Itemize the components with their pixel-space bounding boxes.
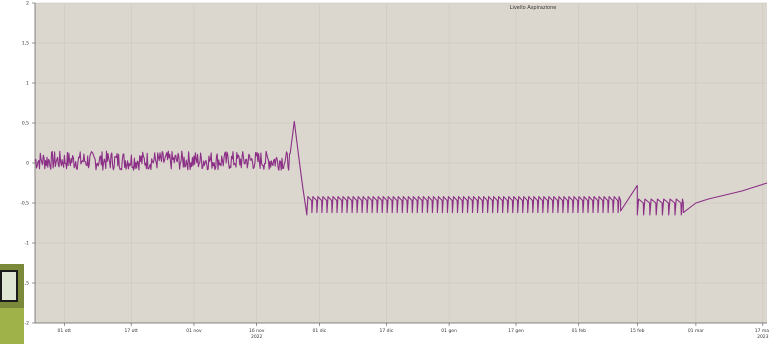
y-tick-label: 2: [26, 1, 29, 7]
x-tick-label: 01 ott: [58, 328, 72, 334]
x-tick-label: 01 gen: [441, 328, 457, 334]
x-tick-label: 17 dic: [379, 328, 393, 334]
x-tick-year-label: 2023: [757, 334, 769, 340]
y-tick-label: -1,5: [20, 281, 29, 287]
y-tick-label: 1: [26, 81, 29, 87]
series-layer: [34, 120, 768, 216]
x-tick-label: 16 nov: [249, 328, 265, 334]
x-tick-label: 17 ott: [124, 328, 138, 334]
x-tick-label: 17 gen: [508, 328, 524, 334]
x-tick-label: 01 nov: [186, 328, 202, 334]
x-tick-label: 01 feb: [572, 328, 587, 334]
x-tick-label: 15 feb: [630, 328, 645, 334]
chart-title: Livello Aspirazione: [510, 5, 557, 11]
y-tick-label: 0,5: [22, 121, 29, 127]
y-tick-label: -0,5: [20, 201, 29, 207]
x-tick-label: 01 mar: [688, 328, 704, 334]
app-icon-bar: [0, 308, 24, 344]
series-line: [34, 120, 768, 216]
x-tick-label: 01 dic: [313, 328, 327, 334]
x-tick-year-label: 2022: [251, 334, 263, 340]
y-tick-label: -1: [25, 241, 30, 247]
axes: 2 1,5 1 0,5 0 -0,5 -1 -1,5 -2 01 ott 17 ott 01 nov 1…: [20, 1, 769, 341]
app-icon[interactable]: [0, 264, 24, 344]
app-icon-window: [0, 270, 18, 302]
y-tick-label: -2: [25, 321, 30, 327]
x-tick-label: 17 mar: [755, 328, 769, 334]
y-tick-label: 0: [26, 161, 29, 167]
y-tick-label: 1,5: [22, 41, 29, 47]
